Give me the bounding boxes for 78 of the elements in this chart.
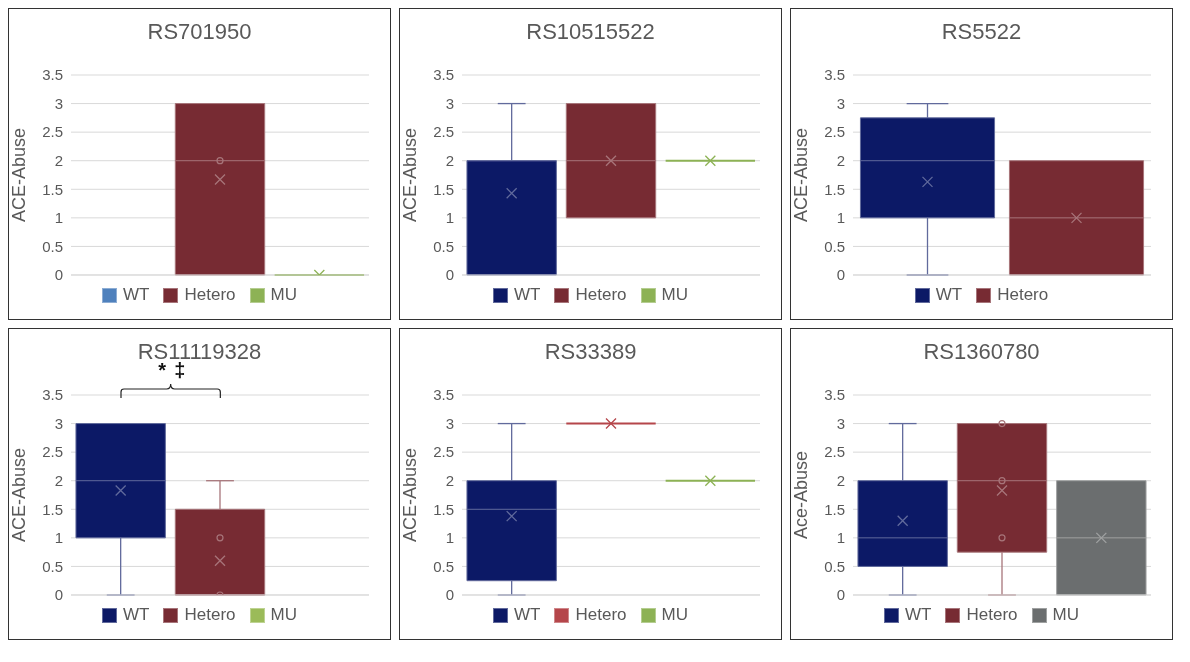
legend-label: WT: [935, 285, 963, 305]
legend-label: Hetero: [184, 285, 236, 305]
chart-title: RS33389: [543, 339, 638, 365]
legend-label: Hetero: [966, 605, 1018, 625]
legend-label: MU: [1052, 605, 1079, 625]
y-tick-label: 0: [54, 586, 63, 604]
y-tick-label: 3: [836, 414, 845, 432]
text: *: [158, 359, 167, 382]
y-tick-label: 1.5: [42, 180, 63, 198]
legend-label: WT: [123, 605, 150, 625]
text: ‡: [174, 359, 186, 382]
y-tick-label: 2.5: [433, 443, 454, 461]
y-tick-label: 3: [54, 414, 63, 432]
y-tick-label: 0: [54, 266, 63, 284]
legend-label: Hetero: [575, 285, 627, 305]
y-tick-label: 3.5: [42, 66, 63, 84]
y-tick-label: 1: [836, 209, 845, 227]
y-tick-label: 1: [836, 529, 845, 547]
y-tick-label: 0: [445, 586, 454, 604]
y-tick-label: 3: [836, 94, 845, 112]
y-tick-label: 3.5: [824, 386, 845, 404]
y-tick-label: 0.5: [433, 237, 454, 255]
y-tick-label: 2: [836, 152, 845, 170]
legend-label: MU: [661, 285, 688, 305]
legend-label: Hetero: [575, 605, 627, 625]
y-axis-title: ACE-Abuse: [400, 127, 421, 223]
y-axis-title: Ace-Abuse: [791, 450, 812, 540]
y-tick-label: 2.5: [42, 443, 63, 461]
y-axis-title: ACE-Abuse: [9, 127, 30, 223]
y-tick-label: 0.5: [42, 237, 63, 255]
y-axis-title: ACE-Abuse: [791, 127, 812, 223]
y-tick-label: 2: [445, 472, 454, 490]
y-tick-label: 1: [445, 209, 454, 227]
y-tick-label: 1.5: [42, 500, 63, 518]
y-tick-label: 3: [54, 94, 63, 112]
y-tick-label: 2: [445, 152, 454, 170]
y-tick-label: 1: [445, 529, 454, 547]
legend-label: MU: [270, 605, 297, 625]
y-tick-label: 2: [54, 472, 63, 490]
y-tick-label: 1.5: [433, 500, 454, 518]
y-tick-label: 2.5: [433, 123, 454, 141]
y-tick-label: 1: [54, 529, 63, 547]
legend-label: Hetero: [997, 285, 1049, 305]
y-tick-label: 0: [445, 266, 454, 284]
y-tick-label: 0: [836, 586, 845, 604]
y-tick-label: 3: [445, 94, 454, 112]
y-tick-label: 3.5: [433, 66, 454, 84]
y-tick-label: 3: [445, 414, 454, 432]
legend-label: WT: [123, 285, 150, 305]
y-tick-label: 3.5: [824, 66, 845, 84]
legend-label: MU: [270, 285, 297, 305]
chart-title: RS10515522: [525, 19, 656, 45]
y-tick-label: 3.5: [433, 386, 454, 404]
y-tick-label: 1: [54, 209, 63, 227]
y-tick-label: 1.5: [824, 180, 845, 198]
y-tick-label: 0.5: [42, 557, 63, 575]
y-axis-title: ACE-Abuse: [400, 447, 421, 543]
y-tick-label: 0.5: [824, 237, 845, 255]
y-tick-label: 2: [54, 152, 63, 170]
y-tick-label: 2.5: [42, 123, 63, 141]
legend-label: WT: [514, 285, 541, 305]
y-tick-label: 0.5: [824, 557, 845, 575]
legend-label: Hetero: [184, 605, 236, 625]
legend-label: MU: [661, 605, 688, 625]
legend-label: WT: [905, 605, 932, 625]
chart-title: RS1360780: [922, 339, 1041, 365]
legend-label: WT: [514, 605, 541, 625]
y-tick-label: 2.5: [824, 123, 845, 141]
y-tick-label: 1.5: [824, 500, 845, 518]
chart-title: RS701950: [146, 19, 253, 45]
y-tick-label: 0.5: [433, 557, 454, 575]
chart-title: RS5522: [940, 19, 1023, 45]
y-tick-label: 3.5: [42, 386, 63, 404]
y-tick-label: 2.5: [824, 443, 845, 461]
y-tick-label: 2: [836, 472, 845, 490]
y-axis-title: ACE-Abuse: [9, 447, 30, 543]
y-tick-label: 1.5: [433, 180, 454, 198]
y-tick-label: 0: [836, 266, 845, 284]
